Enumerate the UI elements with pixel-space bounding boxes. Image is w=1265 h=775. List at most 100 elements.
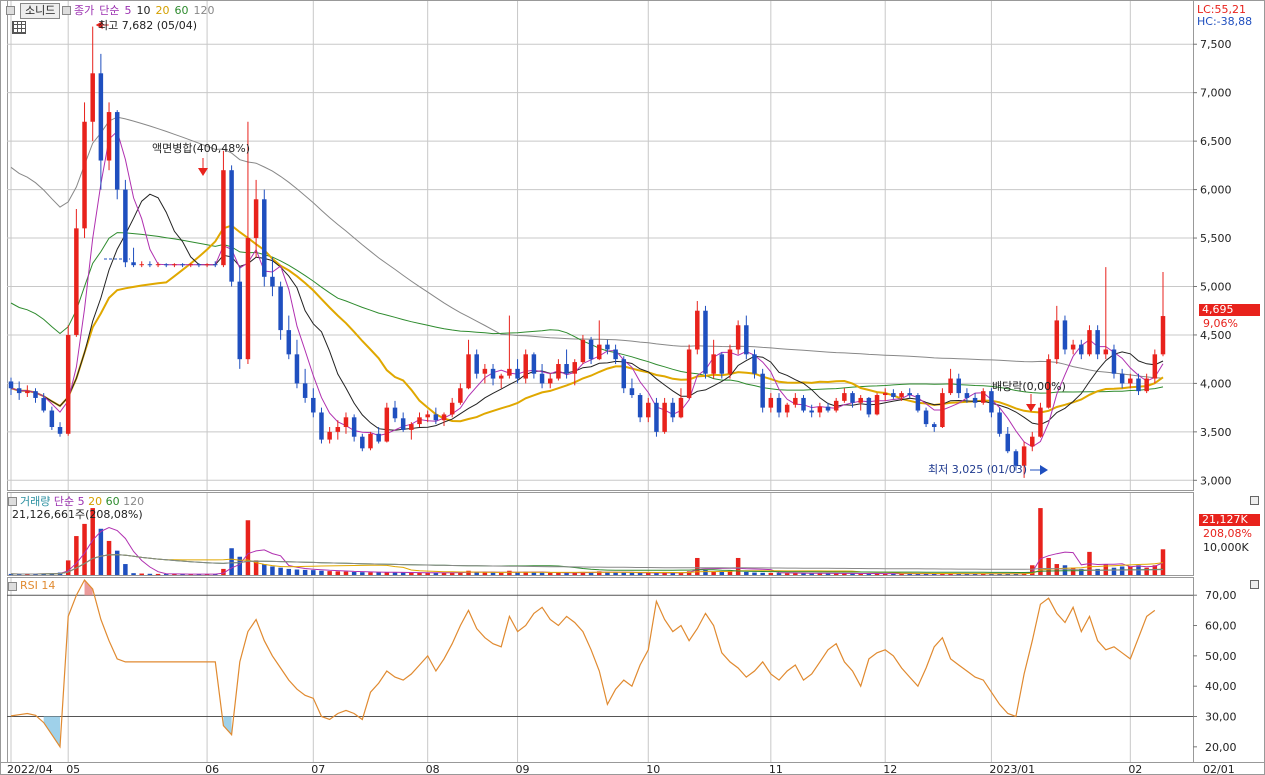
candle-body (123, 189, 128, 263)
candle-body (817, 406, 823, 413)
candle-body (580, 339, 586, 363)
volume-bar (597, 571, 602, 575)
volume-title: 거래량 (20, 495, 51, 508)
candle-body (940, 393, 945, 428)
candle-body (997, 412, 1002, 434)
volume-bar (670, 572, 676, 575)
ma60-line (10, 232, 1164, 394)
candle-body (131, 262, 136, 266)
volume-panel-icon[interactable] (8, 497, 17, 506)
volume-bar (319, 570, 324, 575)
candle-body (229, 170, 234, 282)
candle-body (637, 395, 643, 418)
volume-bar (866, 573, 872, 575)
candle-body (41, 397, 46, 411)
volume-bar (809, 573, 814, 575)
volume-bar (490, 572, 496, 575)
volume-ma20: 20 (88, 495, 103, 508)
volume-bar (997, 573, 1002, 575)
candle-body (319, 412, 324, 440)
candle-body (172, 264, 177, 266)
volume-bar (360, 572, 365, 575)
candle-body (33, 391, 38, 398)
candle-body (409, 424, 414, 430)
candle-body (139, 264, 144, 266)
rsi-tick-label: 40,00 (1205, 680, 1237, 693)
split-annotation: 액면병합(400,48%) (152, 142, 251, 155)
rsi-legend: RSI 14 (20, 579, 56, 592)
candle-body (1054, 320, 1060, 360)
candle-body (482, 368, 488, 374)
volume-bar (1119, 566, 1125, 575)
price-tick-label: 6,000 (1200, 184, 1232, 197)
volume-bar (327, 571, 332, 575)
rsi-tick-label: 50,00 (1205, 650, 1237, 663)
candle-body (204, 264, 210, 266)
candle-body (1030, 436, 1035, 447)
rsi-panel-icon[interactable] (8, 582, 17, 591)
candle-body (1119, 373, 1125, 384)
volume-bar (1054, 564, 1060, 575)
volume-ma-label: 단순 (53, 495, 75, 508)
volume-bar (703, 569, 708, 575)
candle-body (180, 264, 185, 266)
candle-body (972, 397, 978, 403)
legend-menu-icon[interactable] (62, 6, 71, 15)
table-grid-icon[interactable] (12, 21, 26, 34)
volume-value: 21,126,661주(208,08%) (12, 508, 143, 521)
candle-body (360, 436, 365, 449)
volume-bar (1038, 508, 1043, 575)
candle-body (744, 325, 749, 355)
volume-bar (760, 572, 765, 575)
candle-body (8, 381, 14, 389)
panel-menu-icon[interactable] (6, 6, 15, 15)
volume-bar (931, 573, 937, 575)
price-legend-item: 60 (174, 4, 189, 17)
candle-body (163, 264, 169, 266)
price-tick-label: 7,000 (1200, 87, 1232, 100)
volume-bar (82, 523, 87, 575)
volume-bar (915, 573, 921, 575)
volume-bar (400, 572, 406, 575)
candle-body (1070, 344, 1076, 350)
candle-body (82, 121, 87, 229)
volume-legend: 거래량 단순 5 20 60 120 (20, 495, 144, 508)
candle-body (327, 431, 332, 440)
x-tick-label: 02 (1128, 763, 1142, 775)
candle-body (262, 199, 267, 277)
volume-bar (948, 573, 953, 575)
volume-bar (719, 571, 725, 575)
volume-bar (882, 573, 888, 575)
volume-bar (776, 573, 782, 575)
volume-bar (114, 550, 120, 575)
candle-body (695, 310, 700, 350)
candle-body (188, 264, 193, 266)
panel-frame (7, 492, 1194, 576)
high-annotation: 최고 7,682 (05/04) (98, 19, 198, 32)
candle-body (809, 410, 814, 413)
candle-body (498, 375, 504, 379)
rsi-close-icon[interactable] (1250, 580, 1259, 589)
volume-bar (180, 574, 185, 575)
candle-body (458, 388, 463, 403)
volume-bar (433, 572, 439, 575)
volume-bar (964, 573, 970, 575)
low-annotation: 최저 3,025 (01/03) (928, 463, 1028, 476)
x-tick-label: 09 (516, 763, 530, 775)
price-legend-item: 10 (136, 4, 151, 17)
candle-body (98, 73, 104, 161)
candle-body (384, 407, 390, 442)
volume-bar (8, 573, 14, 575)
volume-bar (891, 573, 896, 575)
x-tick-label: 11 (769, 763, 783, 775)
candle-body (556, 364, 561, 379)
volume-bar (123, 564, 128, 575)
volume-bar (229, 548, 234, 575)
candle-body (1095, 330, 1100, 355)
volume-bar (270, 566, 275, 575)
candle-body (294, 354, 300, 384)
volume-close-icon[interactable] (1250, 496, 1259, 505)
x-tick-label: 10 (646, 763, 660, 775)
ticker-tab[interactable]: 소니드 (20, 3, 61, 19)
candle-body (1160, 316, 1166, 355)
